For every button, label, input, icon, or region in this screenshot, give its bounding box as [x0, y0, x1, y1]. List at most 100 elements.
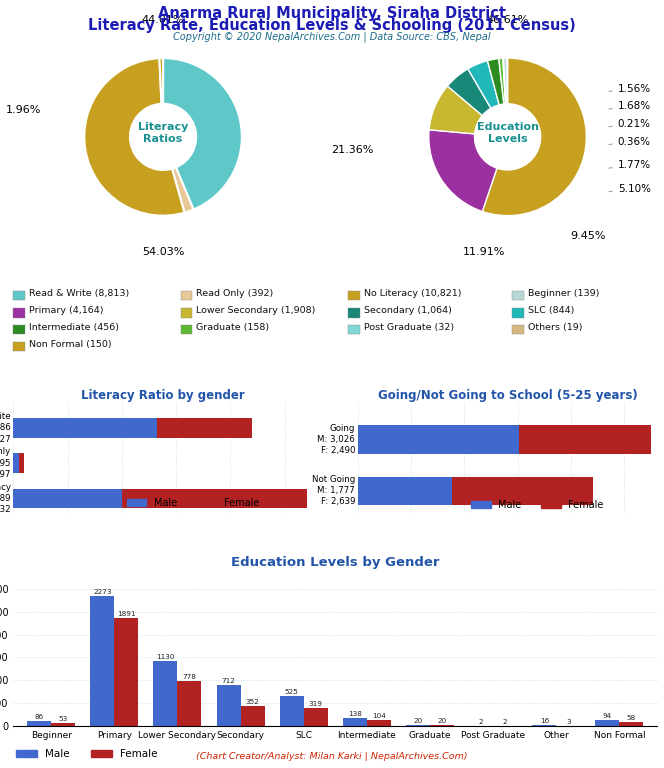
Text: Post Graduate (32): Post Graduate (32) [364, 323, 454, 333]
Legend: Male, Female: Male, Female [123, 494, 263, 511]
Text: 1.77%: 1.77% [609, 161, 651, 170]
Text: 1130: 1130 [156, 654, 175, 660]
FancyBboxPatch shape [13, 308, 25, 318]
Text: 3: 3 [566, 719, 570, 724]
Bar [13, 453, 19, 473]
Legend: Male, Female: Male, Female [467, 496, 608, 514]
Text: 2: 2 [479, 719, 483, 725]
Bar [114, 618, 138, 726]
FancyBboxPatch shape [348, 325, 360, 335]
Text: 778: 778 [183, 674, 197, 680]
Wedge shape [163, 58, 242, 210]
Text: 5.10%: 5.10% [609, 184, 651, 194]
Text: Copyright © 2020 NepalArchives.Com | Data Source: CBS, Nepal: Copyright © 2020 NepalArchives.Com | Dat… [173, 31, 491, 42]
Bar [620, 723, 643, 726]
FancyBboxPatch shape [513, 325, 524, 335]
Wedge shape [429, 86, 482, 134]
Text: Non Formal (150): Non Formal (150) [29, 340, 112, 349]
Text: Beginner (139): Beginner (139) [528, 290, 600, 298]
Text: Anarma Rural Municipality, Siraha District: Anarma Rural Municipality, Siraha Distri… [158, 6, 506, 22]
FancyBboxPatch shape [348, 291, 360, 300]
Text: No Literacy (10,821): No Literacy (10,821) [364, 290, 461, 298]
Bar [122, 488, 307, 508]
Text: 1.96%: 1.96% [5, 105, 41, 115]
Text: 11.91%: 11.91% [463, 247, 505, 257]
FancyBboxPatch shape [181, 325, 193, 335]
Text: 20: 20 [414, 717, 423, 723]
Bar [519, 425, 651, 454]
Bar [13, 488, 122, 508]
FancyBboxPatch shape [513, 291, 524, 300]
Text: Others (19): Others (19) [528, 323, 582, 333]
Wedge shape [429, 130, 497, 211]
Text: 53: 53 [58, 716, 68, 722]
Wedge shape [503, 58, 507, 104]
Bar [406, 725, 430, 726]
Text: 9.45%: 9.45% [570, 231, 606, 241]
Text: Primary (4,164): Primary (4,164) [29, 306, 103, 316]
Wedge shape [84, 58, 185, 216]
Text: 86: 86 [35, 713, 44, 720]
Text: 16: 16 [540, 718, 549, 723]
Text: 138: 138 [348, 711, 362, 717]
Wedge shape [482, 58, 586, 216]
Text: (Chart Creator/Analyst: Milan Karki | NepalArchives.Com): (Chart Creator/Analyst: Milan Karki | Ne… [196, 752, 468, 761]
Bar [51, 723, 75, 726]
Bar [27, 721, 51, 726]
Wedge shape [468, 61, 499, 108]
Text: 525: 525 [285, 689, 299, 695]
Wedge shape [172, 167, 193, 213]
Text: Education
Levels: Education Levels [477, 122, 539, 144]
Wedge shape [159, 58, 163, 104]
FancyBboxPatch shape [348, 308, 360, 318]
Text: 1.56%: 1.56% [609, 84, 651, 94]
Wedge shape [448, 69, 491, 115]
FancyBboxPatch shape [181, 308, 193, 318]
Text: 0.21%: 0.21% [609, 119, 651, 129]
Bar [367, 720, 391, 726]
Text: 20: 20 [438, 717, 447, 723]
Bar [358, 425, 519, 454]
Bar [13, 419, 157, 438]
Bar [90, 596, 114, 726]
Text: 2: 2 [503, 719, 507, 725]
Bar [177, 681, 201, 726]
Bar [343, 718, 367, 726]
Text: Lower Secondary (1,908): Lower Secondary (1,908) [196, 306, 315, 316]
Text: Literacy Rate, Education Levels & Schooling (2011 Census): Literacy Rate, Education Levels & School… [88, 18, 576, 34]
Text: Intermediate (456): Intermediate (456) [29, 323, 119, 333]
Text: 352: 352 [246, 699, 260, 705]
Text: 94: 94 [603, 713, 612, 720]
FancyBboxPatch shape [13, 291, 25, 300]
Title: Going/Not Going to School (5-25 years): Going/Not Going to School (5-25 years) [378, 389, 637, 402]
Text: Literacy
Ratios: Literacy Ratios [138, 122, 189, 144]
Bar [153, 661, 177, 726]
FancyBboxPatch shape [181, 291, 193, 300]
Wedge shape [499, 58, 505, 104]
Text: 0.36%: 0.36% [609, 137, 651, 147]
Bar [19, 453, 24, 473]
Text: Read & Write (8,813): Read & Write (8,813) [29, 290, 129, 298]
Bar [430, 725, 454, 726]
Text: 54.03%: 54.03% [142, 247, 184, 257]
Text: Graduate (158): Graduate (158) [196, 323, 270, 333]
Bar [280, 696, 303, 726]
Wedge shape [487, 58, 504, 105]
Text: 44.01%: 44.01% [142, 15, 185, 25]
Bar [240, 706, 264, 726]
Text: SLC (844): SLC (844) [528, 306, 574, 316]
Text: 104: 104 [372, 713, 386, 719]
Bar [157, 419, 252, 438]
Bar [596, 720, 620, 726]
Text: 319: 319 [309, 700, 323, 707]
Text: 58: 58 [627, 716, 636, 721]
Text: 712: 712 [222, 678, 236, 684]
Bar [452, 477, 593, 505]
FancyBboxPatch shape [13, 325, 25, 335]
FancyBboxPatch shape [13, 342, 25, 351]
Text: 2273: 2273 [93, 589, 112, 595]
Text: Read Only (392): Read Only (392) [196, 290, 274, 298]
Bar [533, 725, 556, 726]
Text: 1891: 1891 [117, 611, 135, 617]
Bar [216, 685, 240, 726]
